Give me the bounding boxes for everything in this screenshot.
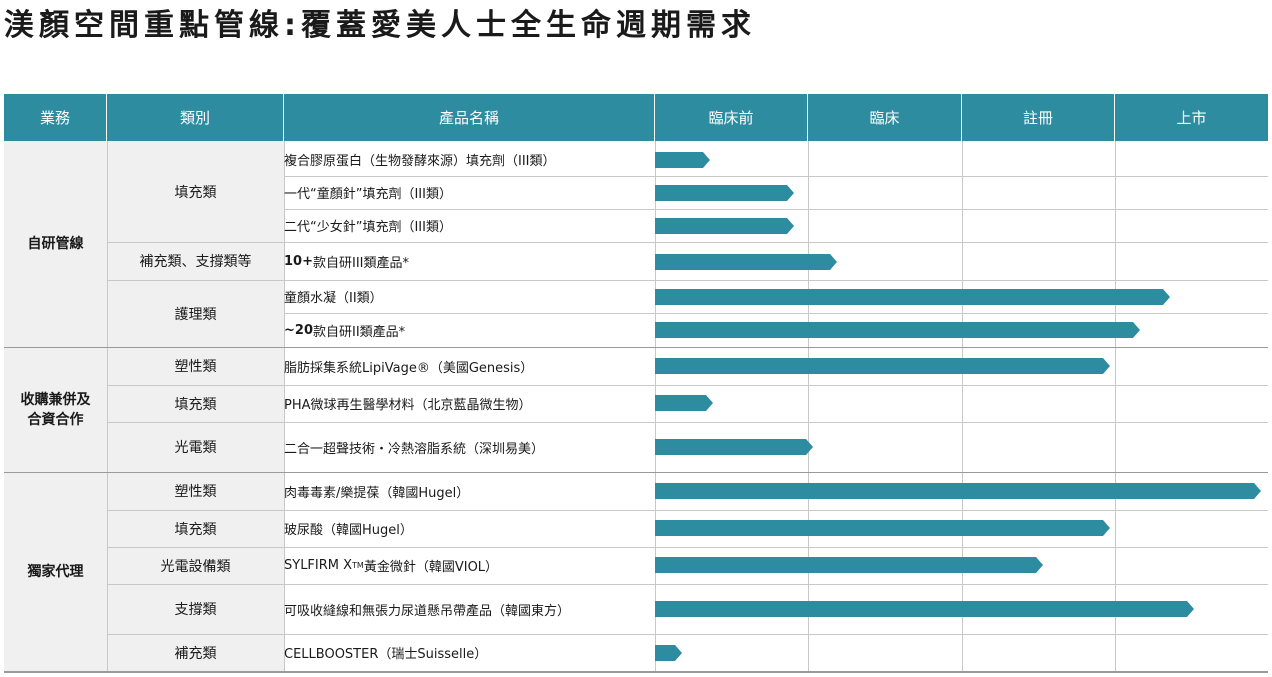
progress-bar xyxy=(655,289,1170,305)
category-cell: 光電設備類 xyxy=(160,558,231,575)
divider xyxy=(107,385,1268,386)
divider xyxy=(808,141,809,673)
divider xyxy=(284,209,1268,210)
divider xyxy=(107,634,1268,635)
product-name-rest: 款自研II類產品* xyxy=(312,324,406,340)
product-name: 可吸收縫線和無張力尿道懸吊帶產品（韓國東方） xyxy=(284,603,571,619)
product-count: 10+ xyxy=(284,253,313,269)
divider xyxy=(107,280,1268,281)
product-count: ~20 xyxy=(284,322,313,338)
progress-bar xyxy=(655,152,710,168)
divider xyxy=(107,141,108,673)
product-name: 二代“少女針”填充劑（III類） xyxy=(284,220,452,235)
product-name: 肉毒毒素/樂提葆（韓國Hugel） xyxy=(284,485,470,501)
header-business: 業務 xyxy=(4,94,107,141)
header-product: 產品名稱 xyxy=(284,94,655,141)
header-preclinical: 臨床前 xyxy=(655,94,808,141)
business-in-house: 自研管線 xyxy=(4,141,107,347)
progress-bar xyxy=(655,254,837,270)
category-cell: 護理類 xyxy=(174,306,217,323)
divider xyxy=(284,141,285,673)
product-name: CELLBOOSTER（瑞士Suisselle） xyxy=(284,647,488,662)
product-name: PHA微球再生醫學材料（北京藍晶微生物） xyxy=(284,398,532,413)
divider xyxy=(284,176,1268,177)
product-name: 一代“童顏針”填充劑（III類） xyxy=(284,187,452,202)
business-label: 自研管線 xyxy=(27,236,84,252)
progress-bar xyxy=(655,439,813,455)
business-label: 獨家代理 xyxy=(27,563,84,580)
divider xyxy=(107,422,1268,423)
divider xyxy=(107,242,1268,243)
divider xyxy=(4,472,1268,473)
divider xyxy=(107,584,1268,585)
divider xyxy=(4,347,1268,348)
business-label: 收購兼併及 xyxy=(20,391,91,408)
divider xyxy=(1115,141,1116,673)
product-name-rest: 黃金微針（韓國VIOL） xyxy=(363,560,499,575)
product-name: 二合一超聲技術・冷熱溶脂系統（深圳易美） xyxy=(284,441,545,457)
progress-bar xyxy=(655,358,1110,374)
product-name: 玻尿酸（韓國Hugel） xyxy=(284,523,413,538)
header-market: 上市 xyxy=(1115,94,1268,141)
product-name: 脂肪採集系統LipiVage®（美國Genesis） xyxy=(284,360,534,376)
header-registration: 註冊 xyxy=(962,94,1115,141)
business-label: 合資合作 xyxy=(27,411,84,428)
divider xyxy=(107,547,1268,548)
category-cell: 補充類 xyxy=(174,645,217,662)
category-cell: 填充類 xyxy=(174,521,217,538)
product-name: SYLFIRM X TM 黃金微針（韓國VIOL） xyxy=(284,547,498,584)
category-cell: 填充類 xyxy=(174,184,217,201)
table-bottom-border xyxy=(4,671,1268,673)
business-exclusive-agency: 獨家代理 xyxy=(4,472,107,671)
product-name: 複合膠原蛋白（生物發酵來源）填充劑（III類） xyxy=(284,154,556,169)
header-clinical: 臨床 xyxy=(808,94,962,141)
progress-bar xyxy=(655,185,794,201)
category-cell: 塑性類 xyxy=(174,359,217,375)
page-title: 渼顏空間重點管線:覆蓋愛美人士全生命週期需求 xyxy=(4,8,756,43)
divider xyxy=(107,510,1268,511)
pipeline-table: 業務 類別 產品名稱 臨床前 臨床 註冊 上市 自研管線 收購兼併及 合資合作 … xyxy=(4,94,1268,673)
category-cell: 補充類、支撐類等 xyxy=(139,254,252,270)
category-cell: 支撐類 xyxy=(174,602,217,618)
business-mna: 收購兼併及 合資合作 xyxy=(4,347,107,472)
category-cell: 填充類 xyxy=(174,396,217,413)
product-name-rest: 款自研III類產品* xyxy=(312,255,409,271)
divider xyxy=(284,313,1268,314)
progress-bar xyxy=(655,645,682,661)
trademark-mark: TM xyxy=(352,561,364,570)
product-name: 童顏水凝（II類） xyxy=(284,291,383,306)
progress-bar xyxy=(655,395,713,411)
progress-bar xyxy=(655,483,1261,499)
product-name: 10+ 款自研III類產品* xyxy=(284,242,409,280)
header-category: 類別 xyxy=(107,94,284,141)
progress-bar xyxy=(655,557,1043,573)
product-name-prefix: SYLFIRM X xyxy=(284,558,353,573)
divider xyxy=(962,141,963,673)
category-cell: 光電類 xyxy=(174,440,217,456)
progress-bar xyxy=(655,322,1140,338)
category-cell: 塑性類 xyxy=(174,484,217,500)
progress-bar xyxy=(655,218,794,234)
progress-bar xyxy=(655,520,1110,536)
progress-bar xyxy=(655,601,1194,617)
product-name: ~20 款自研II類產品* xyxy=(284,313,405,347)
